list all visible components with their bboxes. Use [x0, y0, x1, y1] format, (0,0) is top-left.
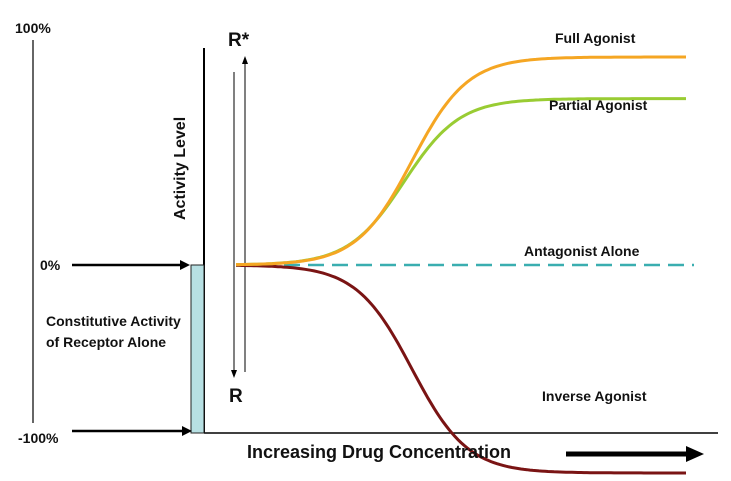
x-axis-title: Increasing Drug Concentration	[247, 442, 512, 462]
inverse-agonist-label: Inverse Agonist	[542, 388, 647, 404]
y-axis-title: Activity Level	[172, 116, 189, 220]
r-star-up-arrowhead	[242, 56, 248, 64]
partial-agonist-label: Partial Agonist	[549, 97, 648, 113]
minus-100-arrowhead	[182, 426, 192, 436]
zero-percent-arrowhead	[180, 260, 190, 270]
y-label-0: 0%	[40, 257, 61, 273]
partial-agonist-curve	[236, 97, 686, 267]
full-agonist-curve	[236, 55, 686, 267]
r-star-label: R*	[228, 30, 250, 51]
inverse-agonist-curve	[236, 263, 686, 475]
antagonist-label: Antagonist Alone	[524, 243, 640, 259]
constitutive-activity-label: Constitutive Activity of Receptor Alone	[46, 313, 181, 350]
y-label-100: 100%	[15, 20, 51, 36]
r-label: R	[229, 386, 243, 407]
full-agonist-label: Full Agonist	[555, 30, 636, 46]
x-direction-arrowhead	[686, 446, 704, 462]
constitutive-activity-bar	[190, 264, 205, 434]
r-down-arrowhead	[231, 370, 237, 378]
y-label-minus-100: -100%	[18, 430, 59, 446]
